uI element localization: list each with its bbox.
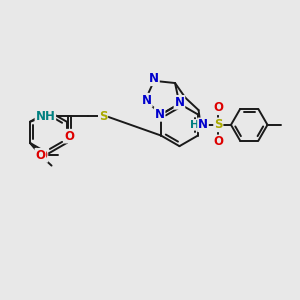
Text: S: S [99, 110, 107, 123]
Text: O: O [213, 135, 223, 148]
Text: N: N [198, 118, 208, 131]
Text: H: H [190, 120, 200, 130]
Text: N: N [142, 94, 152, 107]
Text: O: O [213, 101, 223, 114]
Text: O: O [64, 130, 74, 143]
Text: N: N [149, 72, 159, 85]
Text: N: N [174, 96, 184, 109]
Text: O: O [35, 149, 45, 162]
Text: NH: NH [35, 110, 55, 123]
Text: S: S [214, 118, 223, 131]
Text: O: O [38, 149, 47, 162]
Text: N: N [154, 108, 165, 121]
